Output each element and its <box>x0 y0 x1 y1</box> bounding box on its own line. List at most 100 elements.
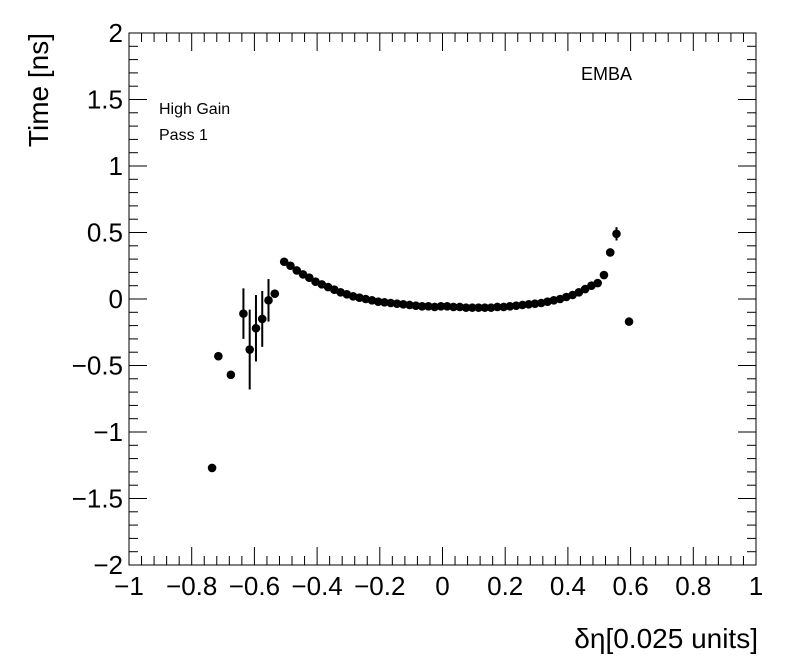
point-marker <box>286 261 295 271</box>
data-point <box>467 303 477 312</box>
point-marker <box>442 302 452 311</box>
x-tick-label: −0.6 <box>229 571 280 601</box>
data-point <box>430 302 439 312</box>
y-tick-label: 1.5 <box>87 85 123 115</box>
point-marker <box>493 302 502 312</box>
point-marker <box>405 300 414 310</box>
data-point <box>505 302 515 311</box>
x-tick-label: 0.8 <box>675 571 711 601</box>
y-tick-label: −1 <box>93 417 123 447</box>
point-marker <box>499 302 508 312</box>
axis-ticks <box>128 32 757 566</box>
data-point <box>405 300 414 310</box>
data-point <box>399 300 408 309</box>
data-point <box>424 302 433 311</box>
point-marker <box>518 300 527 310</box>
x-tick-label: 0.2 <box>487 571 523 601</box>
data-point <box>251 295 261 362</box>
data-point <box>474 303 483 312</box>
x-tick-label: 0 <box>435 571 449 601</box>
point-marker <box>279 257 289 267</box>
point-marker <box>380 298 389 307</box>
data-points <box>207 227 634 473</box>
data-point <box>436 302 446 311</box>
data-point <box>511 301 521 310</box>
data-point <box>380 298 389 307</box>
data-point <box>442 302 452 311</box>
annotation-pass: Pass 1 <box>159 127 208 144</box>
y-tick-label: 1 <box>109 151 123 181</box>
point-marker <box>264 296 273 305</box>
point-marker <box>624 317 634 326</box>
data-point <box>455 302 465 312</box>
x-tick-label: 1 <box>749 571 763 601</box>
data-point <box>593 278 602 288</box>
y-tick-labels: −2 −1.5 −1 −0.5 0 0.5 1 1.5 2 <box>72 18 123 580</box>
data-point <box>207 463 217 473</box>
x-tick-label: −1 <box>114 571 144 601</box>
x-tick-label: −0.4 <box>291 571 342 601</box>
y-tick-label: −1.5 <box>72 484 123 514</box>
y-tick-label: 0.5 <box>87 218 123 248</box>
y-tick-label: 2 <box>109 18 123 48</box>
point-marker <box>411 301 421 310</box>
point-marker <box>304 273 314 283</box>
data-point <box>530 299 540 308</box>
point-marker <box>270 289 280 298</box>
data-point <box>286 261 295 271</box>
data-point <box>449 302 458 312</box>
data-point <box>605 248 615 257</box>
data-point <box>486 303 496 312</box>
data-point <box>612 227 621 241</box>
y-axis-title: Time [ns] <box>23 33 54 147</box>
point-marker <box>417 302 427 311</box>
data-point <box>499 302 508 312</box>
point-marker <box>207 463 217 473</box>
data-point <box>245 309 254 390</box>
annotation-high-gain: High Gain <box>159 101 230 118</box>
point-marker <box>399 300 408 309</box>
point-marker <box>455 302 465 312</box>
x-tick-label: 0.4 <box>550 571 586 601</box>
point-marker <box>245 345 254 354</box>
point-marker <box>214 351 223 361</box>
point-marker <box>449 302 458 312</box>
data-point <box>386 298 396 308</box>
point-marker <box>474 303 483 312</box>
point-marker <box>292 266 302 275</box>
point-marker <box>386 298 396 308</box>
x-tick-label: −0.8 <box>166 571 217 601</box>
data-point <box>493 302 502 312</box>
data-point <box>417 302 427 311</box>
point-marker <box>486 303 496 312</box>
point-marker <box>461 303 471 312</box>
point-marker <box>524 300 534 309</box>
point-marker <box>251 323 261 333</box>
data-point <box>624 317 634 326</box>
data-point <box>239 288 248 339</box>
x-tick-label: −0.2 <box>354 571 405 601</box>
x-tick-labels: −1 −0.8 −0.6 −0.4 −0.2 0 0.2 0.4 0.6 0.8 1 <box>114 571 763 601</box>
data-point <box>257 291 267 347</box>
annotation-emba: EMBA <box>581 64 632 84</box>
point-marker <box>430 302 439 312</box>
data-point <box>214 351 223 361</box>
data-point <box>461 303 471 312</box>
point-marker <box>605 248 615 257</box>
data-point <box>279 257 289 267</box>
point-marker <box>424 302 433 311</box>
data-point <box>226 370 236 380</box>
data-point <box>480 303 490 312</box>
point-marker <box>436 302 446 311</box>
y-tick-label: 0 <box>109 284 123 314</box>
data-point <box>264 279 273 322</box>
point-marker <box>226 370 236 380</box>
point-marker <box>480 303 490 312</box>
point-marker <box>612 229 621 239</box>
point-marker <box>593 278 602 288</box>
data-point <box>270 289 280 298</box>
y-tick-label: −2 <box>93 550 123 580</box>
point-marker <box>505 302 515 311</box>
